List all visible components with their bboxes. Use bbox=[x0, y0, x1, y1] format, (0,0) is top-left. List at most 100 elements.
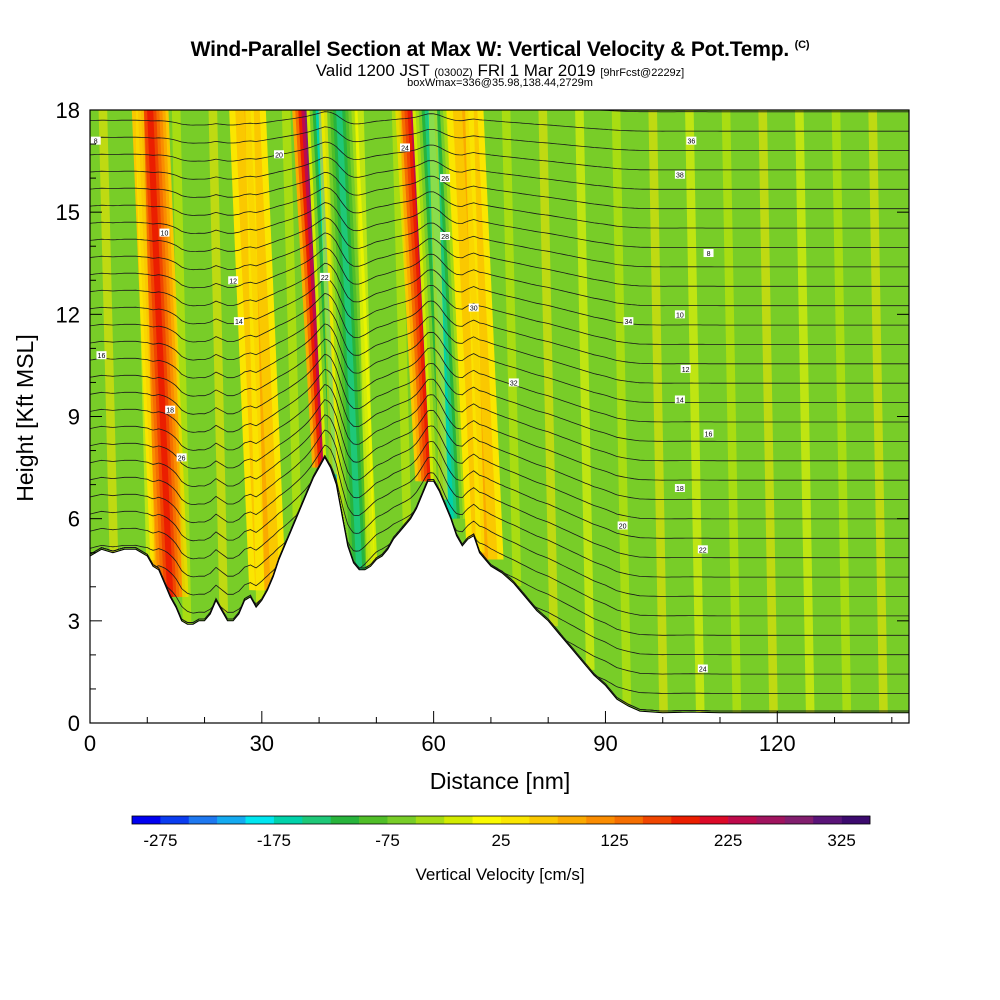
theta-line-6 bbox=[90, 454, 909, 636]
theta-label-bg bbox=[674, 395, 685, 404]
theta-line-31 bbox=[90, 126, 909, 151]
y-tick-label: 6 bbox=[68, 507, 80, 532]
colorbar-swatch bbox=[813, 816, 842, 824]
theta-label: 26 bbox=[178, 455, 186, 462]
theta-label-bg bbox=[617, 521, 628, 530]
theta-label: 16 bbox=[705, 432, 713, 439]
theta-label-bg bbox=[176, 453, 187, 462]
theta-contour-labels: 8 10 12 14 16 18 20 22 24 26 28 30 32 34 36 38 8 10 12 14 16… bbox=[90, 136, 714, 674]
theta-label-bg bbox=[233, 317, 244, 326]
w-streak-6 bbox=[318, 110, 338, 475]
theta-label-bg bbox=[440, 174, 451, 183]
w-streak-4 bbox=[245, 110, 265, 604]
theta-label-bg bbox=[165, 405, 176, 414]
colorbar-swatch bbox=[359, 816, 388, 824]
colorbar-swatch bbox=[217, 816, 246, 824]
theta-label-bg bbox=[680, 364, 691, 373]
theta-line-33 bbox=[591, 110, 909, 113]
theta-line-7 bbox=[90, 454, 909, 617]
theta-line-32 bbox=[90, 111, 909, 132]
y-axis-label: Height [Kft MSL] bbox=[12, 334, 38, 501]
theta-label: 22 bbox=[699, 547, 707, 554]
x-tick-label: 90 bbox=[593, 731, 617, 756]
colorbar-tick-label: 25 bbox=[492, 831, 511, 850]
theta-label: 32 bbox=[510, 380, 518, 387]
w-streak-20 bbox=[831, 110, 852, 713]
colorbar-tick-label: -275 bbox=[143, 831, 177, 850]
theta-label-bg bbox=[623, 317, 634, 326]
theta-label: 34 bbox=[624, 319, 632, 326]
theta-line-22 bbox=[90, 262, 909, 326]
theta-label: 38 bbox=[676, 173, 684, 180]
theta-line-26 bbox=[90, 202, 909, 248]
w-streak-17 bbox=[721, 110, 742, 713]
theta-label-bg bbox=[468, 303, 479, 312]
theta-line-16 bbox=[90, 353, 909, 442]
copyright-mark: (C) bbox=[794, 39, 810, 51]
w-streak-12 bbox=[538, 110, 558, 627]
colorbar-swatch bbox=[245, 816, 275, 824]
theta-line-20 bbox=[90, 293, 909, 365]
y-tick-label: 3 bbox=[68, 609, 80, 634]
box-info: boxWmax=336@35.98,138.44,2729m bbox=[407, 77, 593, 89]
w-streak-19 bbox=[795, 110, 815, 713]
theta-label: 14 bbox=[676, 397, 684, 404]
colorbar-swatch bbox=[671, 816, 700, 824]
theta-line-17 bbox=[90, 338, 909, 423]
theta-label: 28 bbox=[441, 234, 449, 241]
y-tick-label: 0 bbox=[68, 711, 80, 736]
theta-line-18 bbox=[90, 323, 909, 403]
colorbar-swatch bbox=[188, 816, 218, 824]
theta-contours bbox=[90, 110, 909, 712]
theta-label-bg bbox=[697, 545, 708, 554]
theta-label-bg bbox=[674, 170, 685, 179]
theta-label: 12 bbox=[682, 367, 690, 374]
theta-line-30 bbox=[90, 141, 909, 171]
theta-label: 12 bbox=[229, 278, 237, 285]
x-axis: 0 30 60 90 120 bbox=[84, 711, 893, 756]
theta-label-bg bbox=[159, 228, 170, 237]
theta-label-bg bbox=[400, 143, 410, 152]
theta-label: 22 bbox=[321, 275, 329, 282]
colorbar-swatch bbox=[444, 816, 473, 824]
theta-label: 26 bbox=[441, 176, 449, 183]
colorbar-tick-label: 125 bbox=[600, 831, 628, 850]
x-tick-label: 120 bbox=[759, 731, 796, 756]
terrain-mask bbox=[90, 456, 909, 723]
y-tick-label: 12 bbox=[56, 302, 80, 327]
theta-line-13 bbox=[90, 399, 909, 501]
theta-line-29 bbox=[90, 156, 909, 190]
colorbar-swatch bbox=[415, 816, 445, 824]
valid-utc: (0300Z) bbox=[434, 67, 473, 79]
w-band-4-1 bbox=[336, 110, 363, 570]
theta-line-8 bbox=[90, 454, 909, 597]
colorbar-swatch bbox=[273, 816, 303, 824]
theta-label: 30 bbox=[470, 306, 478, 313]
theta-label-bg bbox=[508, 378, 519, 387]
colorbar-swatch bbox=[699, 816, 729, 824]
theta-label-bg bbox=[703, 249, 714, 258]
w-streak-11 bbox=[501, 110, 522, 587]
w-streak-16 bbox=[685, 110, 705, 713]
theta-label-bg bbox=[703, 429, 714, 438]
theta-label-bg bbox=[674, 310, 685, 319]
colorbar-tick-label: 325 bbox=[827, 831, 855, 850]
theta-line-11 bbox=[90, 429, 909, 539]
x-tick-label: 60 bbox=[421, 731, 445, 756]
theta-label: 20 bbox=[275, 152, 283, 159]
theta-label: 10 bbox=[676, 312, 684, 319]
chart-title: Wind-Parallel Section at Max W: Vertical… bbox=[0, 38, 1000, 62]
colorbar: -275 -175 -75 25 125 225 325 bbox=[131, 815, 871, 850]
w-streak-5 bbox=[281, 110, 302, 519]
theta-label-bg bbox=[674, 484, 685, 493]
theta-label-bg bbox=[96, 351, 107, 360]
colorbar-tick-label: 225 bbox=[714, 831, 742, 850]
colorbar-swatch bbox=[728, 816, 757, 824]
theta-label: 36 bbox=[687, 139, 695, 146]
theta-line-23 bbox=[90, 247, 909, 307]
colorbar-swatch bbox=[557, 816, 587, 824]
theta-label: 18 bbox=[166, 408, 174, 415]
colorbar-swatch bbox=[302, 816, 331, 824]
theta-line-24 bbox=[90, 232, 909, 287]
